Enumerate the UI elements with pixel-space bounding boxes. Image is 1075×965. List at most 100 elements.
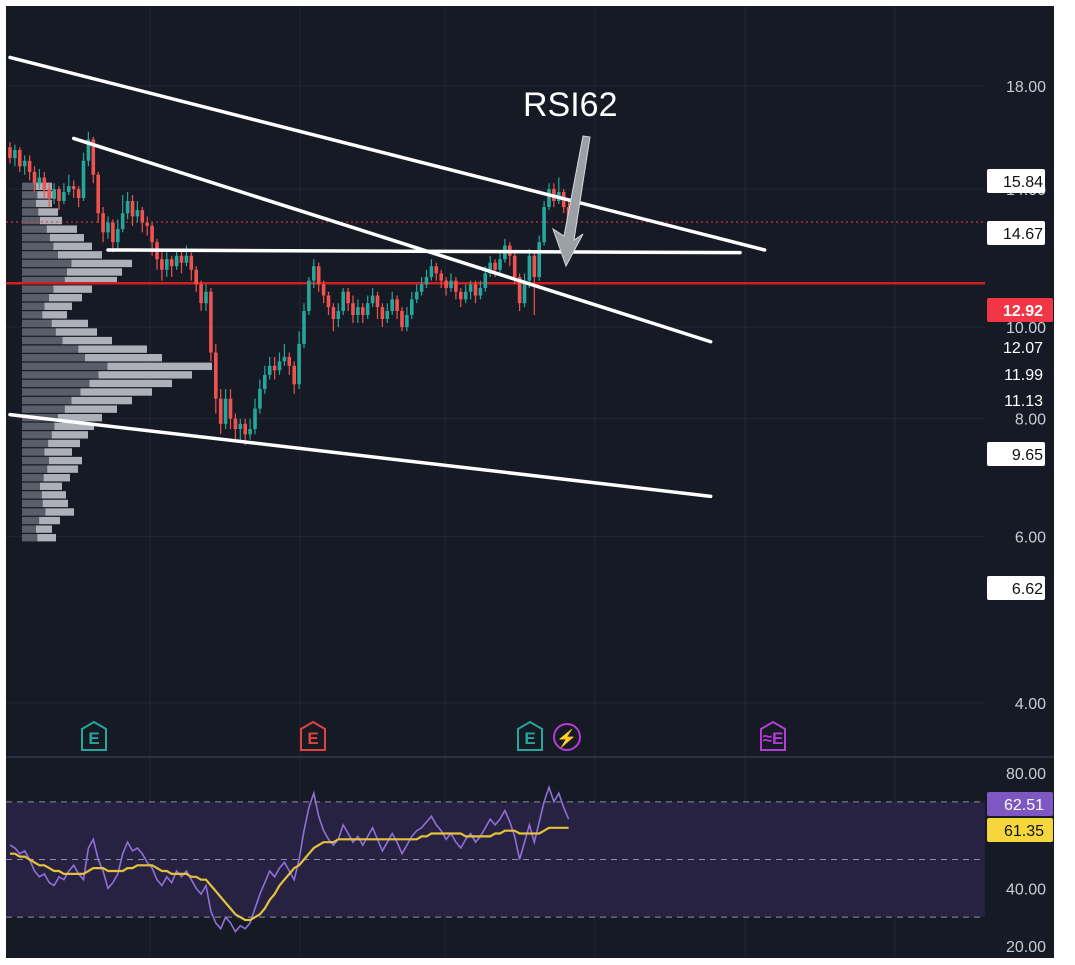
- price-tag-box-7: [987, 576, 1045, 600]
- profile-bar-light-34: [43, 474, 70, 482]
- trendline-inner-channel: [71, 136, 713, 344]
- candle-body-31: [160, 259, 164, 270]
- event-marker-0[interactable]: E: [81, 720, 107, 751]
- candle-body-72: [361, 307, 365, 315]
- candlestick-series: [8, 131, 571, 446]
- candle-body-35: [179, 255, 184, 263]
- profile-bar-light-39: [39, 516, 60, 525]
- event-label: ⚡: [556, 728, 577, 749]
- candle-body-93: [463, 291, 468, 300]
- candle-body-26: [135, 210, 140, 217]
- candle-body-98: [488, 262, 492, 274]
- grid-lines: [6, 6, 1054, 958]
- rsi-moving-average: [10, 826, 569, 922]
- profile-bar-light-19: [78, 345, 147, 353]
- candle-body-12: [67, 186, 71, 193]
- profile-bar-dark-28: [22, 422, 55, 430]
- price-tick-label: 8.00: [1015, 412, 1046, 429]
- profile-bar-light-41: [37, 534, 56, 542]
- candle-body-41: [209, 291, 213, 353]
- rsi-tag-label: 62.51: [1004, 797, 1044, 814]
- candle-body-15: [81, 160, 86, 198]
- price-tag-box-0: [987, 169, 1045, 193]
- profile-bar-dark-11: [22, 276, 65, 285]
- chart-background: [6, 6, 1054, 958]
- candle-body-59: [297, 343, 301, 385]
- annotation-label: RSI62: [523, 86, 618, 124]
- event-marker-4[interactable]: ≈E: [760, 720, 786, 751]
- rsi-pane: [6, 784, 985, 933]
- candle-body-25: [130, 200, 135, 217]
- profile-bar-dark-12: [22, 285, 54, 293]
- candle-body-85: [424, 276, 429, 285]
- profile-bar-dark-30: [22, 439, 49, 448]
- candle-body-61: [307, 280, 311, 312]
- price-tag-box-2: [987, 298, 1053, 322]
- candle-body-46: [233, 418, 238, 430]
- candle-body-54: [272, 365, 277, 371]
- profile-bar-dark-20: [22, 354, 85, 362]
- profile-bar-light-3: [38, 208, 58, 216]
- profile-bar-dark-26: [22, 405, 65, 413]
- candle-body-56: [282, 356, 287, 362]
- profile-bar-light-10: [67, 268, 122, 276]
- price-tick-label: 18.00: [1006, 79, 1046, 96]
- profile-bar-dark-15: [22, 311, 43, 319]
- profile-bar-dark-19: [22, 345, 79, 353]
- candle-body-67: [336, 311, 341, 319]
- candle-body-92: [459, 291, 463, 300]
- candle-body-83: [414, 291, 419, 300]
- candle-body-33: [169, 259, 174, 267]
- profile-bar-light-24: [80, 388, 152, 396]
- profile-bar-light-31: [44, 448, 72, 456]
- volume-profile: [22, 182, 212, 542]
- profile-bar-light-29: [51, 431, 88, 439]
- candle-body-57: [287, 356, 292, 366]
- event-marker-1[interactable]: E: [300, 720, 326, 751]
- rsi-tick-label: 80.00: [1006, 766, 1046, 783]
- candle-body-17: [91, 139, 96, 175]
- price-tick-label: 4.00: [1015, 696, 1046, 713]
- profile-bar-light-35: [40, 482, 62, 490]
- profile-bar-light-30: [48, 439, 80, 448]
- candle-body-3: [22, 160, 27, 167]
- profile-bar-light-40: [36, 525, 52, 533]
- candle-body-94: [468, 284, 473, 292]
- candle-body-19: [101, 213, 105, 233]
- profile-bar-light-4: [40, 216, 62, 225]
- profile-bar-light-32: [49, 456, 82, 465]
- price-tag-label: 12.07: [1003, 340, 1043, 357]
- candle-body-100: [498, 259, 502, 270]
- profile-bar-light-36: [41, 491, 66, 499]
- candle-body-108: [537, 242, 541, 277]
- price-tag-label: 11.99: [1004, 367, 1043, 384]
- profile-bar-dark-8: [22, 251, 58, 259]
- trendline-support-line: [106, 248, 742, 255]
- profile-bar-light-1: [37, 191, 56, 199]
- profile-bar-light-27: [58, 414, 102, 422]
- event-markers[interactable]: E E E ⚡ ≈E: [81, 720, 786, 751]
- event-label: E: [88, 729, 99, 748]
- profile-bar-dark-14: [22, 302, 45, 310]
- profile-bar-dark-1: [22, 191, 38, 199]
- profile-bar-dark-39: [22, 516, 40, 525]
- event-marker-2[interactable]: E: [517, 720, 543, 751]
- candle-body-13: [71, 186, 76, 190]
- rsi-tick-label: 40.00: [1006, 881, 1046, 898]
- profile-bar-light-2: [36, 199, 52, 208]
- candle-body-86: [429, 266, 434, 277]
- profile-bar-dark-36: [22, 491, 42, 499]
- event-marker-3[interactable]: ⚡: [553, 723, 581, 751]
- profile-bar-light-33: [47, 465, 78, 473]
- profile-bar-light-20: [85, 354, 162, 362]
- profile-bar-light-23: [89, 379, 172, 388]
- event-label: E: [307, 729, 318, 748]
- candle-body-58: [292, 365, 296, 385]
- candle-body-73: [365, 303, 370, 315]
- candle-body-7: [42, 177, 47, 190]
- candle-body-62: [312, 266, 316, 281]
- candle-body-43: [218, 398, 223, 424]
- profile-bar-light-17: [55, 328, 97, 336]
